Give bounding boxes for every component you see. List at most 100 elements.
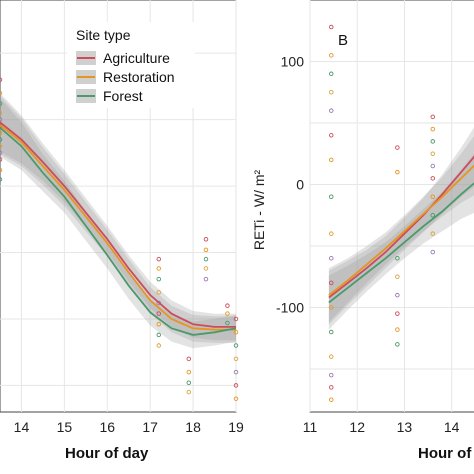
- panel-a-grid: [0, 0, 237, 412]
- legend-item-agriculture: Agriculture: [76, 50, 170, 66]
- data-point: [430, 139, 436, 144]
- x-tick-label: 17: [142, 419, 158, 435]
- series-line-agriculture: [328, 155, 474, 299]
- y-tick-label: 100: [281, 53, 305, 69]
- legend-label-forest: Forest: [103, 88, 143, 104]
- legend-label-agriculture: Agriculture: [103, 50, 170, 66]
- data-point: [430, 163, 436, 169]
- panel-b-points: [329, 24, 436, 402]
- data-point: [329, 231, 334, 236]
- panel-b-y-ticks: 100 0 -100: [276, 53, 304, 315]
- data-point: [430, 231, 436, 236]
- data-point: [329, 89, 334, 95]
- data-point: [395, 169, 400, 175]
- data-point: [186, 389, 192, 395]
- data-point: [225, 311, 230, 316]
- data-point: [430, 126, 436, 132]
- x-tick-label: 19: [228, 419, 244, 435]
- x-tick-label: 13: [397, 419, 413, 435]
- data-point: [329, 305, 334, 310]
- data-point: [329, 108, 334, 113]
- panel-b-letter: B: [338, 32, 348, 49]
- data-point: [430, 114, 436, 120]
- data-point: [329, 329, 334, 335]
- data-point: [156, 343, 162, 348]
- panel-a: 14 15 16 17 18 19 Hour of day Site type Agric…: [0, 0, 244, 462]
- data-point: [225, 303, 230, 308]
- confidence-band-forest: [328, 153, 474, 330]
- data-point: [156, 322, 162, 327]
- data-point: [329, 354, 334, 359]
- legend: Site type Agriculture Restoration Forest: [67, 22, 195, 108]
- data-point: [395, 342, 400, 347]
- data-point: [0, 77, 3, 82]
- data-point: [233, 356, 239, 362]
- data-point: [233, 343, 239, 348]
- data-point: [186, 369, 192, 375]
- data-point: [329, 372, 334, 378]
- data-point: [430, 176, 436, 181]
- data-point: [0, 90, 3, 96]
- legend-item-restoration: Restoration: [76, 69, 175, 85]
- data-point: [430, 212, 436, 218]
- data-point: [156, 311, 162, 316]
- legend-item-forest: Forest: [76, 88, 143, 104]
- panel-b-series-lines: [328, 155, 474, 304]
- data-point: [203, 276, 209, 282]
- confidence-band-forest: [0, 98, 236, 349]
- data-point: [156, 266, 162, 271]
- data-point: [395, 145, 400, 150]
- data-point: [0, 110, 3, 116]
- data-point: [329, 385, 334, 390]
- data-point: [329, 133, 334, 138]
- data-point: [430, 249, 436, 255]
- y-tick-label: 0: [296, 176, 304, 192]
- data-point: [0, 167, 3, 173]
- y-tick-label: -100: [276, 299, 304, 315]
- data-point: [395, 274, 400, 279]
- confidence-band-restoration: [0, 95, 236, 343]
- legend-label-restoration: Restoration: [103, 69, 175, 85]
- confidence-band-restoration: [328, 136, 474, 323]
- x-tick-label: 14: [444, 419, 460, 435]
- x-tick-label: 18: [185, 419, 201, 435]
- data-point: [0, 177, 3, 182]
- data-point: [430, 151, 436, 156]
- data-point: [186, 380, 192, 386]
- data-point: [233, 369, 239, 375]
- x-tick-label: 12: [349, 419, 365, 435]
- panel-a-points: [0, 77, 239, 401]
- x-tick-label: 16: [99, 419, 115, 435]
- data-point: [203, 256, 209, 262]
- series-line-restoration: [328, 164, 474, 296]
- data-point: [156, 290, 162, 295]
- panel-b-plot-area: [309, 0, 474, 413]
- data-point: [156, 276, 162, 282]
- data-point: [0, 143, 3, 149]
- data-point: [395, 292, 400, 298]
- panel-b-y-title-text: RETi - W/ m²: [251, 169, 267, 250]
- data-point: [395, 311, 400, 316]
- data-point: [329, 71, 334, 77]
- confidence-band-agriculture: [328, 127, 474, 325]
- data-point: [233, 396, 239, 401]
- data-point: [0, 150, 3, 156]
- data-point: [0, 137, 3, 142]
- data-point: [203, 236, 209, 242]
- panel-b-x-ticks: 11 12 13 14: [303, 419, 460, 435]
- data-point: [0, 101, 3, 106]
- panel-b-x-title: Hour of day: [418, 445, 474, 462]
- panel-a-x-ticks: 14 15 16 17 18 19: [14, 419, 244, 435]
- data-point: [233, 316, 239, 322]
- x-tick-label: 14: [14, 419, 30, 435]
- panel-a-series-lines: [0, 121, 237, 336]
- panel-b-confidence-bands: [328, 127, 474, 330]
- x-tick-label: 15: [57, 419, 73, 435]
- data-point: [156, 332, 162, 338]
- data-point: [186, 356, 192, 362]
- panel-b: 11 12 13 14 100 0 -100 B Hour of day RETi - W…: [251, 0, 474, 462]
- panel-a-confidence-bands: [0, 93, 236, 349]
- series-line-forest: [328, 182, 474, 304]
- data-point: [329, 53, 334, 58]
